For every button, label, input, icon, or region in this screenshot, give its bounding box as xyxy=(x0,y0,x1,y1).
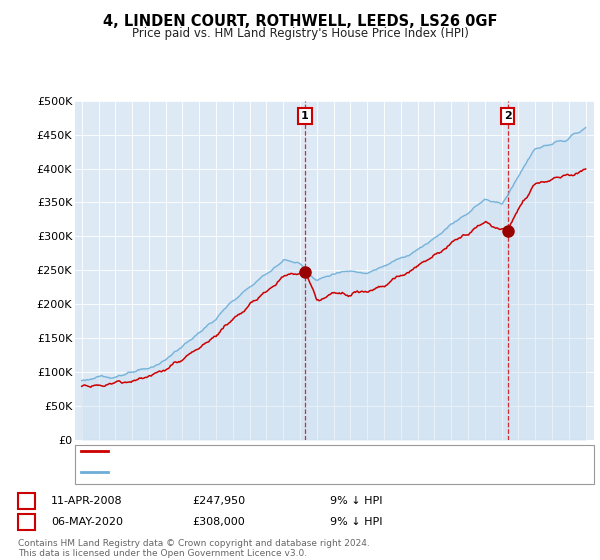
Text: £247,950: £247,950 xyxy=(192,496,245,506)
Text: HPI: Average price, detached house, Leeds: HPI: Average price, detached house, Leed… xyxy=(114,466,337,477)
Text: 2: 2 xyxy=(23,517,30,527)
Text: 4, LINDEN COURT, ROTHWELL, LEEDS, LS26 0GF (detached house): 4, LINDEN COURT, ROTHWELL, LEEDS, LS26 0… xyxy=(114,446,460,456)
Text: 9% ↓ HPI: 9% ↓ HPI xyxy=(330,517,383,527)
Text: £308,000: £308,000 xyxy=(192,517,245,527)
Text: 2: 2 xyxy=(504,111,512,121)
Text: Price paid vs. HM Land Registry's House Price Index (HPI): Price paid vs. HM Land Registry's House … xyxy=(131,27,469,40)
Text: 1: 1 xyxy=(23,496,30,506)
Text: 1: 1 xyxy=(301,111,309,121)
Text: 06-MAY-2020: 06-MAY-2020 xyxy=(51,517,123,527)
Text: 4, LINDEN COURT, ROTHWELL, LEEDS, LS26 0GF: 4, LINDEN COURT, ROTHWELL, LEEDS, LS26 0… xyxy=(103,14,497,29)
Text: 9% ↓ HPI: 9% ↓ HPI xyxy=(330,496,383,506)
Text: 11-APR-2008: 11-APR-2008 xyxy=(51,496,122,506)
Text: Contains HM Land Registry data © Crown copyright and database right 2024.
This d: Contains HM Land Registry data © Crown c… xyxy=(18,539,370,558)
